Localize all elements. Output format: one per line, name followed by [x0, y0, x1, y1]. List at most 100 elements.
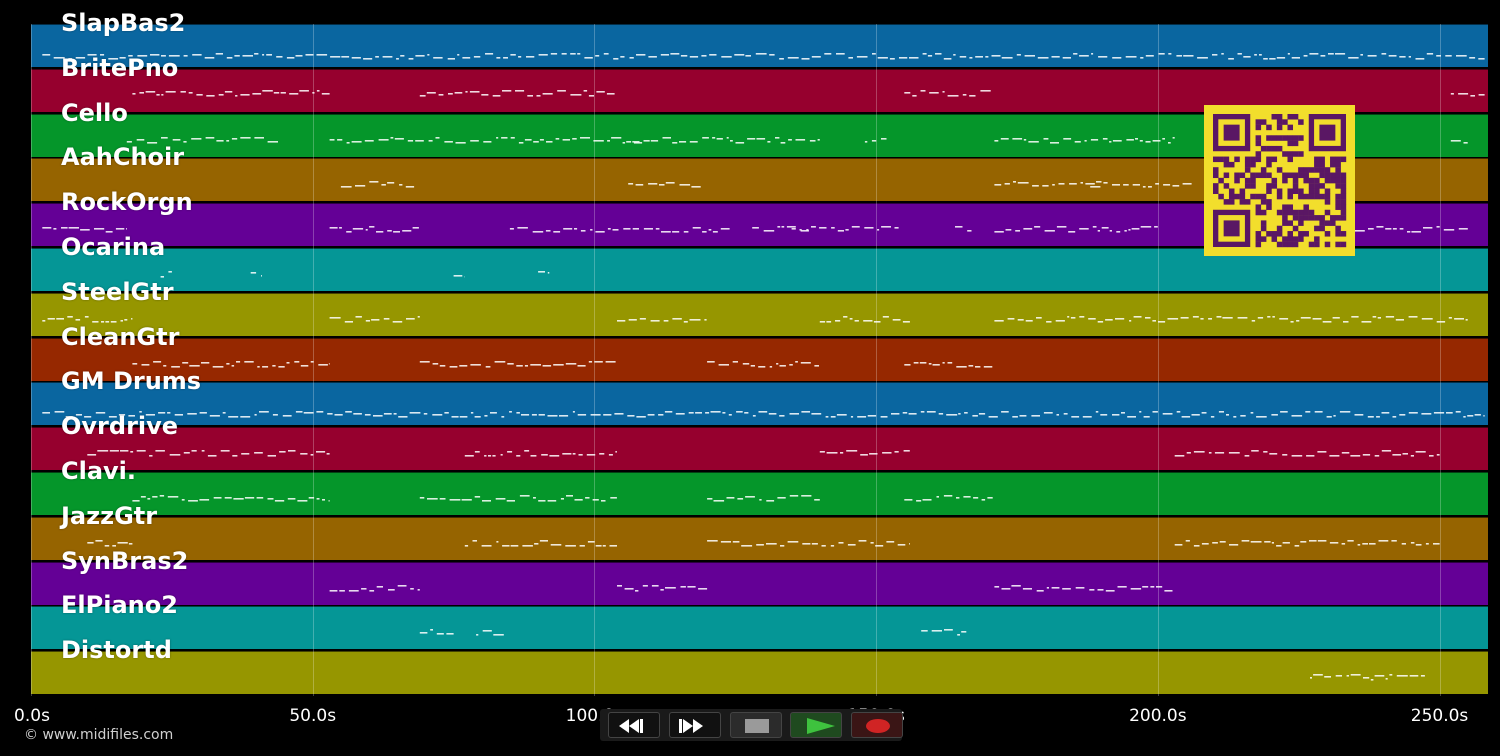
track-lane[interactable]: SlapBas2: [31, 9, 1488, 67]
note: [1075, 586, 1085, 589]
track-name: AahChoir: [61, 143, 185, 172]
note: [80, 229, 90, 231]
note: [345, 411, 352, 413]
track-lane[interactable]: BritePno: [31, 54, 1488, 112]
note: [1333, 415, 1336, 417]
note: [1080, 182, 1083, 184]
note: [388, 588, 395, 591]
note: [672, 317, 682, 320]
note: [530, 363, 541, 366]
note: [1117, 585, 1127, 588]
note: [963, 496, 971, 498]
play-button[interactable]: [790, 712, 842, 738]
note: [800, 230, 809, 232]
track-lane[interactable]: JazzGtr: [31, 502, 1488, 560]
note: [547, 500, 557, 502]
note: [272, 414, 278, 416]
note: [953, 54, 956, 56]
note: [881, 137, 887, 140]
note: [607, 139, 610, 142]
note: [42, 412, 50, 414]
note: [1456, 55, 1467, 57]
note: [1408, 56, 1411, 58]
copyright-text: © www.midifiles.com: [24, 727, 174, 743]
note: [1269, 58, 1276, 60]
note: [596, 90, 605, 93]
note: [661, 231, 671, 233]
note: [795, 138, 806, 141]
note: [474, 416, 481, 418]
note: [1296, 319, 1300, 322]
note: [1158, 53, 1165, 55]
note: [1025, 319, 1033, 322]
track-lane[interactable]: CleanGtr: [31, 323, 1488, 381]
note: [1034, 226, 1041, 228]
track-lane[interactable]: GM Drums: [31, 367, 1488, 426]
note: [68, 58, 72, 60]
note: [767, 140, 771, 143]
note: [1250, 540, 1262, 543]
note: [1140, 57, 1144, 59]
track-name: CleanGtr: [61, 322, 180, 351]
note: [557, 89, 566, 92]
note: [1022, 587, 1032, 590]
qr-code: [1204, 105, 1355, 256]
track-lane[interactable]: Distortd: [31, 636, 1488, 695]
note: [1391, 539, 1397, 542]
note: [603, 414, 612, 416]
note: [1259, 54, 1262, 56]
note: [145, 414, 155, 416]
note: [118, 414, 126, 416]
note: [698, 587, 708, 590]
note: [921, 630, 928, 632]
track-lane[interactable]: Ovrdrive: [31, 412, 1488, 471]
note: [1011, 584, 1021, 587]
note: [419, 632, 428, 634]
note: [1191, 414, 1200, 416]
note: [909, 57, 919, 59]
note: [840, 452, 844, 454]
track-lane[interactable]: Clavi.: [31, 457, 1488, 515]
note: [628, 318, 637, 321]
note: [1378, 539, 1389, 542]
note: [1095, 411, 1099, 413]
note: [655, 228, 660, 230]
note: [464, 544, 469, 547]
note: [67, 315, 73, 318]
note: [1126, 138, 1134, 141]
note: [141, 363, 150, 366]
note: [1208, 452, 1212, 454]
note: [318, 363, 328, 366]
note: [588, 94, 594, 97]
note: [1193, 451, 1205, 453]
note: [1158, 320, 1166, 323]
note: [994, 231, 1004, 233]
stop-button[interactable]: [730, 712, 782, 738]
note: [262, 365, 269, 368]
note: [1264, 540, 1271, 543]
track-lane[interactable]: SteelGtr: [31, 278, 1488, 336]
rewind-button[interactable]: [608, 712, 660, 738]
note: [909, 542, 910, 545]
note: [875, 544, 884, 547]
track-lane[interactable]: SynBras2: [31, 547, 1488, 605]
fast-forward-button[interactable]: [669, 712, 721, 738]
note: [713, 500, 725, 502]
note: [196, 93, 203, 96]
note: [1399, 56, 1406, 58]
note: [920, 89, 926, 92]
track-name: RockOrgn: [61, 188, 193, 217]
note: [1090, 138, 1099, 141]
track-lane[interactable]: ElPiano2: [31, 591, 1488, 650]
note: [1381, 412, 1390, 414]
note: [75, 57, 86, 59]
note: [897, 543, 906, 546]
note: [433, 57, 443, 59]
note: [572, 411, 575, 413]
record-button[interactable]: [851, 712, 903, 738]
note: [42, 227, 52, 229]
note: [1043, 412, 1053, 414]
note: [406, 317, 415, 320]
track-name: ElPiano2: [61, 591, 178, 620]
note: [572, 453, 576, 455]
